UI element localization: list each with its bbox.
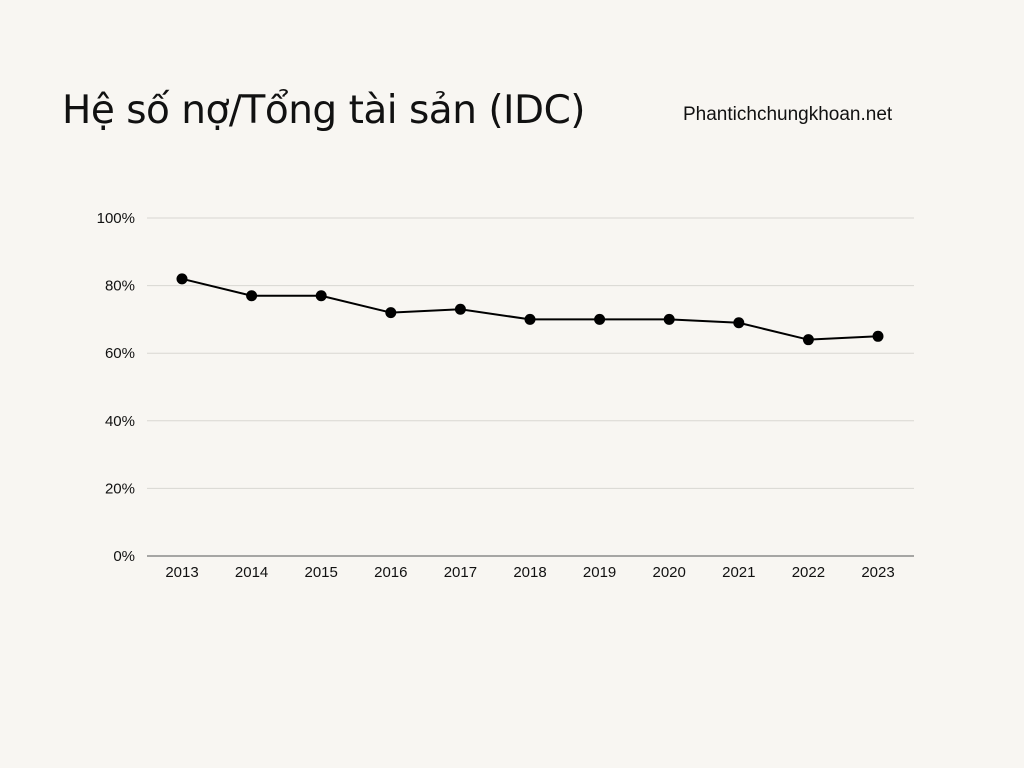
y-tick-label-2: 40% (105, 413, 135, 430)
data-point-2022 (802, 334, 814, 346)
x-tick-label-2020: 2020 (653, 564, 686, 581)
x-tick-label-2017: 2017 (444, 564, 477, 581)
series-line-0 (181, 277, 879, 341)
x-tick-label-2018: 2018 (513, 564, 546, 581)
data-point-2018 (524, 313, 536, 325)
x-tick-label-2022: 2022 (792, 564, 825, 581)
x-tick-label-2021: 2021 (722, 564, 755, 581)
data-point-2014 (246, 290, 258, 302)
x-tick-label-2016: 2016 (374, 564, 407, 581)
source-label: Phantichchungkhoan.net (683, 104, 893, 125)
y-tick-label-5: 100% (97, 210, 135, 227)
y-tick-label-3: 60% (105, 345, 135, 362)
data-point-2019 (594, 313, 606, 325)
x-tick-label-2019: 2019 (583, 564, 616, 581)
data-point-2013 (176, 273, 188, 285)
data-point-2021 (733, 317, 745, 329)
x-tick-label-2013: 2013 (165, 564, 198, 581)
data-point-2016 (385, 307, 397, 319)
x-tick-label-2023: 2023 (861, 564, 894, 581)
chart-title: Hệ số nợ/Tổng tài sản (IDC) (62, 88, 586, 133)
x-tick-label-2015: 2015 (305, 564, 338, 581)
data-point-2023 (872, 330, 884, 342)
y-tick-label-4: 80% (105, 278, 135, 295)
x-tick-label-2014: 2014 (235, 564, 268, 581)
y-tick-label-1: 20% (105, 480, 135, 497)
data-point-2017 (454, 303, 466, 315)
data-point-2015 (315, 290, 327, 302)
y-tick-label-0: 0% (113, 548, 135, 565)
data-point-2020 (663, 313, 675, 325)
